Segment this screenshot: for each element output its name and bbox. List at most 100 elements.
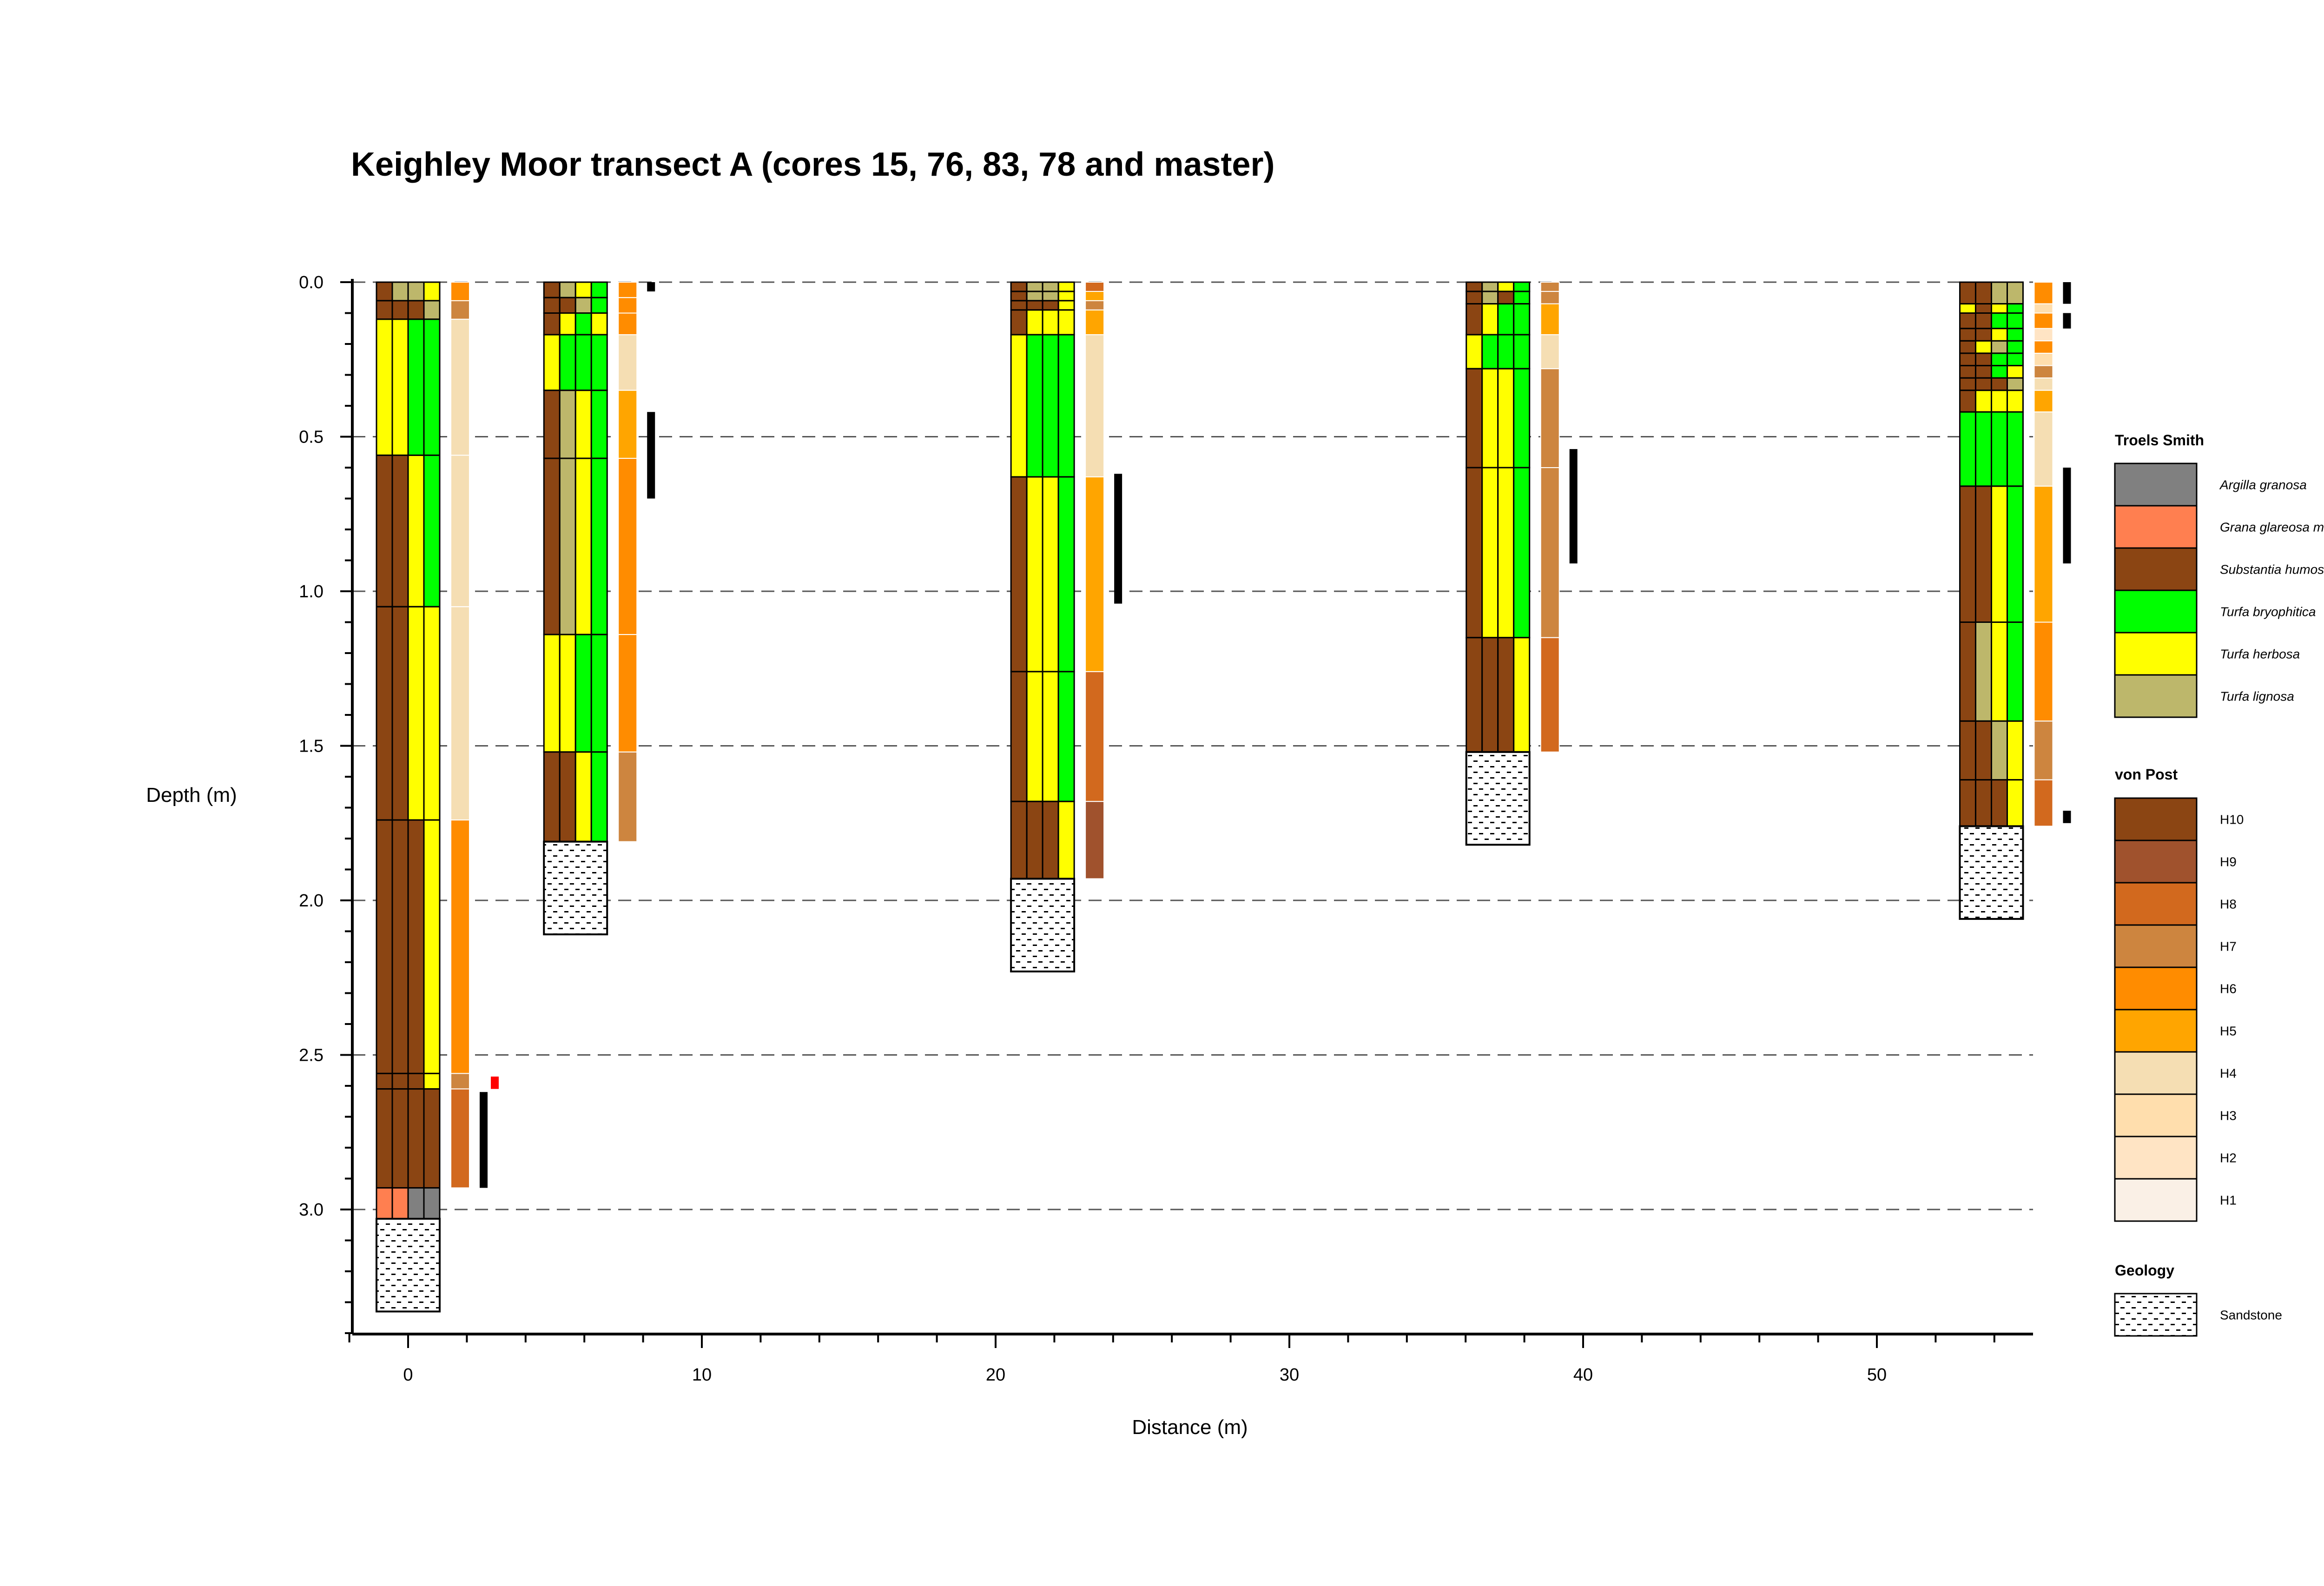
troels-smith-cell — [423, 819, 441, 1074]
troels-smith-cell — [543, 297, 561, 314]
troels-smith-cell — [423, 606, 441, 821]
troels-smith-cell — [1959, 281, 1976, 305]
troels-smith-cell — [1959, 485, 1976, 623]
von-post-cell — [1085, 476, 1105, 672]
sandstone-block — [1959, 825, 2024, 920]
legend-label: H6 — [2220, 982, 2237, 996]
sample-marker — [647, 282, 655, 291]
troels-smith-cell — [1010, 300, 1028, 311]
troels-smith-cell — [407, 1072, 425, 1090]
troels-smith-cell — [407, 318, 425, 456]
troels-smith-cell — [2006, 328, 2024, 342]
core-4 — [1465, 281, 1578, 846]
troels-smith-cell — [1466, 291, 1483, 305]
von-post-cell — [1540, 368, 1560, 469]
troels-smith-cell — [1010, 800, 1028, 879]
troels-smith-cell — [423, 454, 441, 608]
troels-smith-cell — [590, 390, 608, 459]
troels-smith-cell — [1497, 637, 1515, 753]
von-post-cell — [1085, 334, 1105, 477]
y-axis-label: Depth (m) — [146, 784, 237, 806]
von-post-cell — [1540, 291, 1560, 304]
legend-swatch — [2114, 1293, 2198, 1337]
depth-gridlines — [352, 281, 2033, 1210]
von-post-cell — [2034, 328, 2053, 342]
troels-smith-cell — [1959, 340, 1976, 354]
troels-smith-cell — [1959, 621, 1976, 722]
x-tick-label: 0 — [403, 1365, 413, 1385]
troels-smith-cell — [1010, 309, 1028, 336]
troels-smith-cell — [1990, 281, 2008, 305]
legend-label: H7 — [2220, 939, 2237, 954]
von-post-cell — [2034, 312, 2053, 329]
troels-smith-cell — [1974, 779, 1992, 827]
legend-swatch — [2114, 505, 2198, 549]
troels-smith-cell — [590, 312, 608, 336]
cores — [376, 281, 2071, 1313]
troels-smith-cell — [1042, 476, 1059, 673]
troels-smith-cell — [1481, 467, 1499, 639]
troels-smith-cell — [1481, 334, 1499, 370]
von-post-cell — [1085, 309, 1105, 336]
von-post-cell — [618, 390, 638, 459]
x-tick-label: 10 — [692, 1365, 712, 1385]
troels-smith-cell — [543, 457, 561, 635]
troels-smith-cell — [2006, 352, 2024, 367]
troels-smith-cell — [590, 751, 608, 843]
troels-smith-cell — [1959, 328, 1976, 342]
troels-smith-cell — [1959, 352, 1976, 367]
legend-swatch — [2114, 1009, 2198, 1053]
troels-smith-cell — [1974, 281, 1992, 305]
sample-marker — [2063, 282, 2071, 304]
troels-smith-cell — [1990, 720, 2008, 781]
troels-smith-cell — [574, 281, 592, 298]
legend-swatch — [2114, 463, 2198, 507]
troels-smith-cell — [1497, 334, 1515, 370]
troels-smith-cell — [1057, 476, 1075, 673]
von-post-cell — [1540, 334, 1560, 370]
core-5 — [1959, 281, 2071, 920]
troels-smith-cell — [376, 606, 393, 821]
von-post-cell — [2034, 303, 2053, 314]
troels-smith-cell — [1057, 309, 1075, 336]
troels-smith-cell — [1466, 281, 1483, 292]
troels-smith-cell — [1481, 303, 1499, 336]
troels-smith-cell — [391, 454, 409, 608]
sample-marker — [647, 412, 655, 499]
legend-swatch — [2114, 924, 2198, 968]
troels-smith-cell — [1497, 291, 1515, 305]
von-post-cell — [2034, 779, 2053, 827]
legend-swatch — [2114, 632, 2198, 676]
troels-smith-cell — [1959, 312, 1976, 330]
troels-smith-cell — [543, 312, 561, 336]
von-post-cell — [2034, 485, 2053, 623]
y-tick-label: 1.5 — [299, 737, 324, 756]
troels-smith-cell — [543, 334, 561, 391]
legend-label: Turfa lignosa — [2220, 689, 2294, 704]
sandstone-block — [376, 1217, 441, 1313]
troels-smith-cell — [559, 297, 576, 314]
troels-smith-cell — [1974, 377, 1992, 391]
von-post-cell — [618, 751, 638, 842]
sample-marker — [480, 1092, 488, 1188]
troels-smith-cell — [2006, 411, 2024, 487]
troels-smith-cell — [1974, 411, 1992, 487]
troels-smith-cell — [2006, 303, 2024, 314]
von-post-cell — [450, 300, 470, 320]
troels-smith-cell — [1990, 779, 2008, 827]
troels-smith-cell — [391, 318, 409, 456]
troels-smith-cell — [1990, 340, 2008, 354]
troels-smith-cell — [376, 318, 393, 456]
von-post-cell — [450, 282, 470, 301]
troels-smith-cell — [391, 1072, 409, 1090]
x-tick-label: 30 — [1280, 1365, 1299, 1385]
troels-smith-cell — [574, 390, 592, 459]
sandstone-block — [543, 840, 608, 936]
troels-smith-cell — [1481, 637, 1499, 753]
sample-marker — [491, 1077, 499, 1089]
troels-smith-cell — [1026, 300, 1043, 311]
troels-smith-cell — [559, 281, 576, 298]
von-post-cell — [1540, 467, 1560, 638]
troels-smith-cell — [590, 457, 608, 635]
